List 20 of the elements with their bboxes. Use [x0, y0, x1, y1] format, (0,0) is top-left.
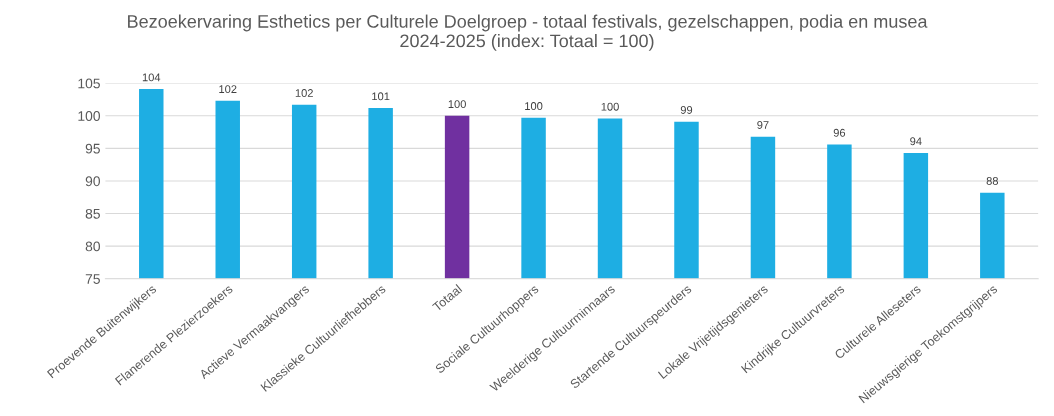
data-label: 97 [757, 121, 769, 129]
data-label: 102 [295, 89, 313, 97]
y-tick-label: 85 [85, 208, 100, 219]
data-label: 101 [372, 92, 390, 101]
y-tick-label: 80 [85, 241, 100, 252]
data-label: 102 [219, 85, 237, 94]
data-label: 96 [833, 128, 846, 137]
data-label: 88 [986, 177, 999, 185]
y-tick-label: 95 [85, 143, 100, 154]
data-label: 99 [680, 106, 693, 114]
y-tick-label: 90 [85, 176, 100, 187]
data-label: 100 [601, 102, 619, 111]
y-tick-label: 75 [85, 274, 100, 284]
chart-title: Bezoekervaring Esthetics per Culturele Doelgroep - totaal festivals, gezelschappen, podia en musea 2024-2025 (index: Totaal = 100) [128, 14, 928, 51]
data-label: 100 [448, 100, 466, 109]
y-tick-label: 105 [78, 78, 100, 89]
data-label: 104 [142, 73, 161, 82]
data-label: 100 [525, 102, 543, 110]
data-label: 94 [910, 137, 922, 146]
y-tick-label: 100 [78, 111, 100, 121]
